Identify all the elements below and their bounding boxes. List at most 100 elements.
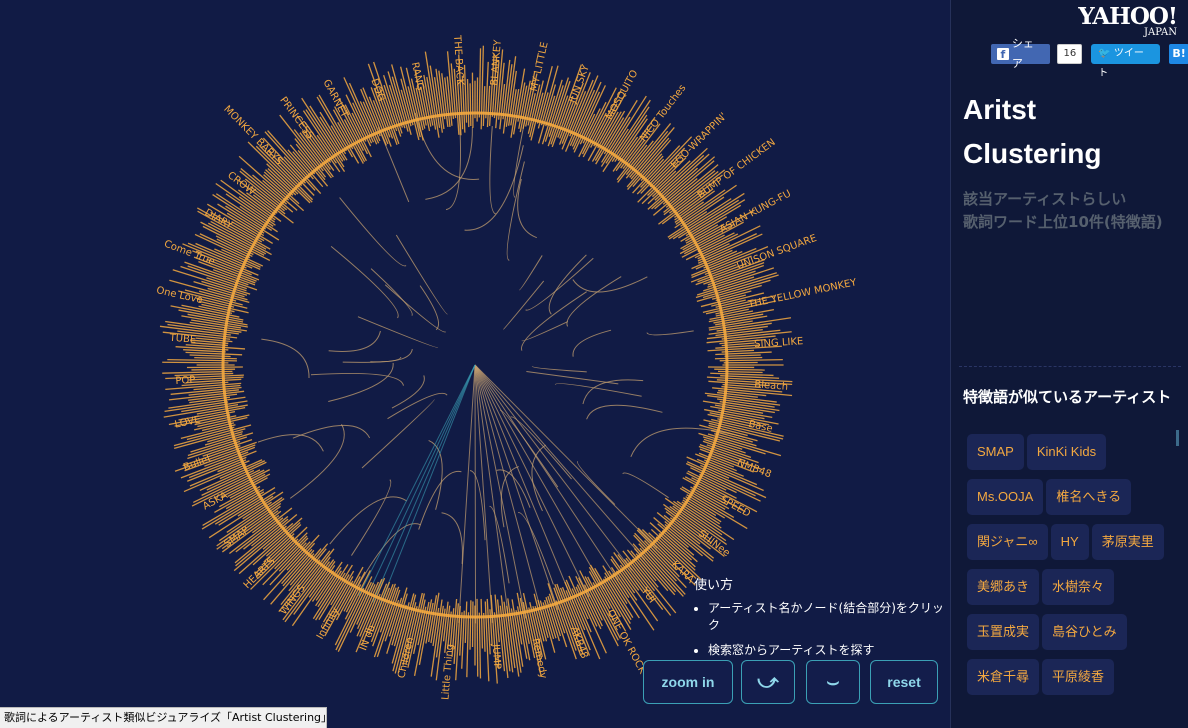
artist-label[interactable]: EGO-WRAPPIN' <box>669 111 729 171</box>
leaf-label-mark <box>373 61 398 132</box>
leaf-label-mark <box>218 496 264 526</box>
reset-button[interactable]: reset <box>870 660 938 704</box>
artist-label[interactable]: THE BACK <box>451 34 465 86</box>
leaf-label-mark <box>435 68 445 130</box>
artist-chip[interactable]: 椎名へきる <box>1046 479 1132 515</box>
artist-label[interactable]: LOVE <box>174 415 202 431</box>
leaf-label-mark <box>698 432 766 455</box>
artist-chip[interactable]: 茅原実里 <box>1091 524 1164 560</box>
leaf-label-mark <box>626 137 670 188</box>
leaf-label-mark <box>259 145 314 201</box>
tree-branch <box>489 126 497 215</box>
leaf-label-mark <box>635 553 669 592</box>
leaf-label-mark <box>206 203 274 244</box>
artist-chip[interactable]: SMAP <box>967 434 1024 470</box>
tree-branch <box>328 362 394 403</box>
leaf-label-mark <box>587 92 627 162</box>
leaf-label-mark <box>702 440 752 458</box>
leaf-label-mark <box>533 593 548 642</box>
facebook-share-button[interactable]: f シェア <box>991 37 1051 70</box>
leaf-label-mark <box>702 436 743 450</box>
leaf-label-mark <box>198 305 233 314</box>
scrollbar[interactable] <box>1176 430 1179 446</box>
leaf-label-mark <box>690 486 730 510</box>
artist-label[interactable]: Little Thing <box>440 643 455 700</box>
leaf-label-mark <box>305 109 345 168</box>
artist-label[interactable]: MONKEY BABYS <box>221 104 284 168</box>
artist-label[interactable]: DOG <box>368 77 386 103</box>
artist-chip[interactable]: 美郷あき <box>967 569 1040 605</box>
leaf-label-mark <box>638 543 686 595</box>
leaf-label-mark <box>194 416 248 431</box>
artist-chip[interactable]: HY <box>1050 524 1089 560</box>
artist-label[interactable]: Bleach <box>754 379 789 393</box>
leaf-label-mark <box>441 73 449 128</box>
leaf-label-mark <box>187 242 247 269</box>
leaf-label-mark <box>553 587 577 651</box>
leaf-label-mark <box>438 70 446 120</box>
artist-chip[interactable]: 島谷ひとみ <box>1042 614 1127 650</box>
leaf-label-mark <box>187 456 247 482</box>
artist-label[interactable]: Base <box>747 419 773 435</box>
tree-branch <box>339 197 407 267</box>
dendrogram[interactable]: DOG RANG THE BACK BLANKEY MY LITTLE JUN SKY MO… <box>0 0 950 728</box>
leaf-label-mark <box>190 432 254 453</box>
leaf-label-mark <box>722 383 762 389</box>
artist-chip[interactable]: 米倉千尋 <box>967 659 1040 695</box>
cluster-visualization[interactable]: DOG RANG THE BACK BLANKEY MY LITTLE JUN SKY MO… <box>0 0 950 728</box>
tree-branch <box>577 460 616 505</box>
leaf-label-mark <box>708 317 792 331</box>
leaf-label-mark <box>579 570 619 647</box>
artist-chip[interactable]: KinKi Kids <box>1026 434 1107 470</box>
artist-chip[interactable]: 水樹奈々 <box>1042 569 1115 605</box>
leaf-label-mark <box>277 156 315 196</box>
artist-label[interactable]: POP <box>175 375 196 387</box>
zoom-in-button[interactable]: zoom in <box>643 660 733 704</box>
tree-branch <box>474 364 493 623</box>
leaf-label-mark <box>707 433 782 457</box>
leaf-label-mark <box>168 390 245 401</box>
artist-chip[interactable]: 関ジャニ∞ <box>967 524 1048 560</box>
artist-label[interactable]: HEARTS <box>242 556 278 591</box>
artist-label[interactable]: BUMP OF CHICKEN <box>696 137 778 201</box>
leaf-label-mark <box>344 104 372 158</box>
leaf-label-mark <box>548 77 570 137</box>
leaf-label-mark <box>267 130 310 179</box>
rotate-right-button[interactable]: ⌣ <box>806 660 860 704</box>
artist-label[interactable]: YUI <box>638 585 657 606</box>
leaf-label-mark <box>718 409 765 420</box>
artist-chip[interactable]: 玉置成実 <box>967 614 1040 650</box>
leaf-label-mark <box>694 225 761 259</box>
leaf-label-mark <box>187 436 248 457</box>
leaf-label-mark <box>215 182 276 226</box>
artist-label[interactable]: TUBE <box>168 333 196 346</box>
leaf-label-mark <box>294 138 327 178</box>
leaf-label-mark <box>691 477 758 513</box>
leaf-label-mark <box>372 587 391 632</box>
leaf-label-mark <box>238 189 282 222</box>
artist-chip[interactable]: Ms.OOJA <box>967 479 1044 515</box>
rotate-left-button[interactable]: ⤻ <box>741 660 795 704</box>
leaf-label-mark <box>569 79 594 137</box>
artist-label[interactable]: BLANKEY <box>489 39 504 87</box>
leaf-label-mark <box>201 280 248 296</box>
artist-label[interactable]: NICO Touches <box>638 83 688 144</box>
artist-label[interactable]: ONE OK ROCK <box>605 608 648 676</box>
hatena-bookmark-button[interactable]: B! <box>1169 44 1188 64</box>
leaf-label-mark <box>696 276 755 296</box>
leaf-label-mark <box>685 233 739 261</box>
leaf-label-mark <box>653 517 689 548</box>
yahoo-logo[interactable]: YAHOO! JAPAN <box>1078 5 1178 38</box>
artist-label[interactable]: Infinity <box>315 606 341 642</box>
leaf-label-mark <box>220 179 276 221</box>
leaf-label-mark <box>595 117 625 165</box>
leaf-label-mark <box>184 289 243 306</box>
artist-chip[interactable]: 平原綾香 <box>1042 659 1115 695</box>
artist-label[interactable]: SING LIKE <box>754 336 804 350</box>
leaf-label-mark <box>499 605 509 679</box>
artist-label[interactable]: PRINCESS <box>277 95 315 141</box>
tree-branch <box>425 127 473 200</box>
leaf-label-mark <box>528 607 542 662</box>
twitter-share-button[interactable]: 🐦 ツイート <box>1091 44 1161 79</box>
artist-label[interactable]: JUMP <box>490 643 503 670</box>
